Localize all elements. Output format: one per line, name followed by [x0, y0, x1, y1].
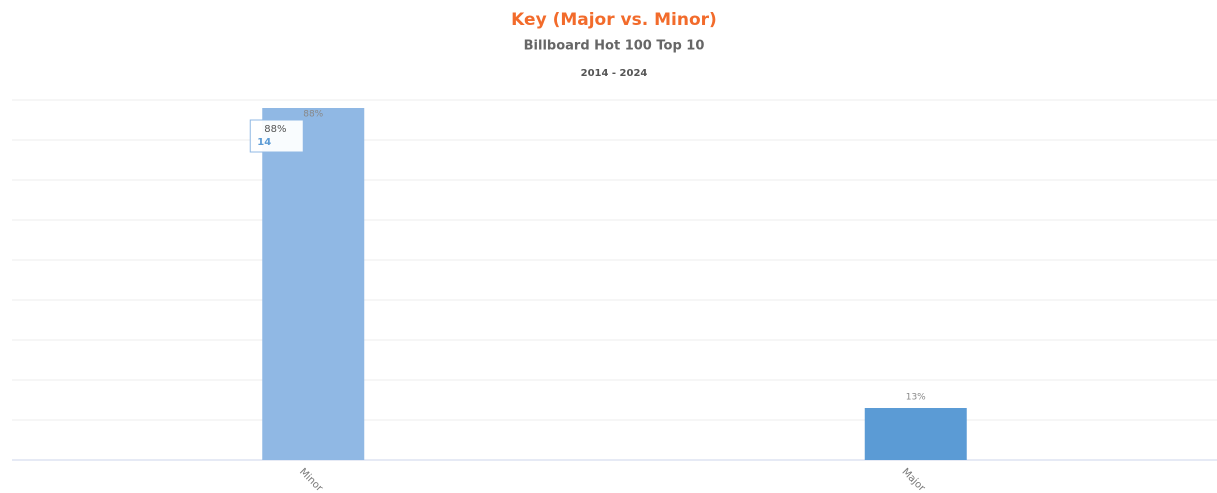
data-label: 88% — [303, 110, 323, 120]
tooltip: 88%14 — [249, 119, 304, 153]
tooltip-value: 88% — [264, 124, 286, 135]
chart-period: 2014 - 2024 — [581, 68, 648, 79]
bar — [262, 108, 365, 460]
x-tick-label: Minor — [297, 466, 325, 493]
x-tick-label: Major — [900, 466, 928, 493]
bar — [864, 408, 967, 460]
tooltip-count: 14 — [257, 137, 271, 148]
data-label: 13% — [906, 393, 926, 403]
tooltip-box — [249, 119, 304, 153]
chart-subtitle: Billboard Hot 100 Top 10 — [524, 39, 705, 54]
chart-title: Key (Major vs. Minor) — [511, 10, 717, 30]
